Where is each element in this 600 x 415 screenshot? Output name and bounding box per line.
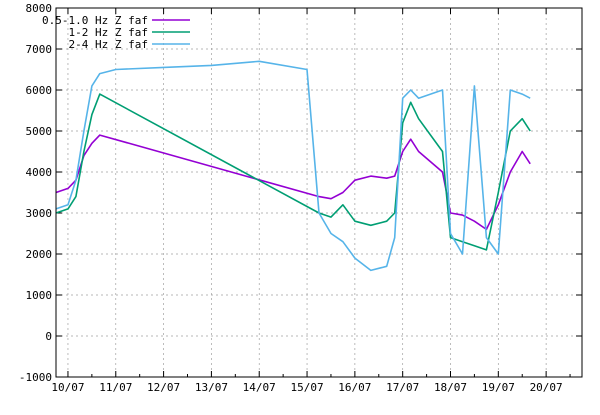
y-tick-label: 1000 bbox=[26, 289, 53, 302]
x-tick-label: 12/07 bbox=[147, 381, 180, 394]
legend-label: 0.5-1.0 Hz Z faf bbox=[42, 14, 148, 27]
y-tick-label: 4000 bbox=[26, 166, 53, 179]
legend-label: 2-4 Hz Z faf bbox=[69, 38, 148, 51]
series-line-3 bbox=[55, 60, 531, 272]
y-tick-label: 5000 bbox=[26, 125, 53, 138]
y-tick-label: -1000 bbox=[19, 371, 52, 384]
x-tick-label: 14/07 bbox=[243, 381, 276, 394]
x-tick-label: 16/07 bbox=[338, 381, 371, 394]
y-tick-label: 6000 bbox=[26, 84, 53, 97]
x-tick-label: 10/07 bbox=[51, 381, 84, 394]
x-tick-label: 11/07 bbox=[99, 381, 132, 394]
series-line-2 bbox=[55, 93, 531, 251]
legend-label: 1-2 Hz Z faf bbox=[69, 26, 148, 39]
y-tick-label: 0 bbox=[45, 330, 52, 343]
plot-area bbox=[56, 8, 582, 377]
y-tick-label: 7000 bbox=[26, 43, 53, 56]
x-tick-label: 18/07 bbox=[434, 381, 467, 394]
x-tick-label: 20/07 bbox=[530, 381, 563, 394]
y-tick-label: 3000 bbox=[26, 207, 53, 220]
y-tick-label: 8000 bbox=[26, 2, 53, 15]
x-tick-label: 15/07 bbox=[290, 381, 323, 394]
x-tick-label: 19/07 bbox=[482, 381, 515, 394]
x-tick-label: 17/07 bbox=[386, 381, 419, 394]
plot-border bbox=[55, 7, 583, 378]
y-tick-label: 2000 bbox=[26, 248, 53, 261]
x-tick-label: 13/07 bbox=[195, 381, 228, 394]
